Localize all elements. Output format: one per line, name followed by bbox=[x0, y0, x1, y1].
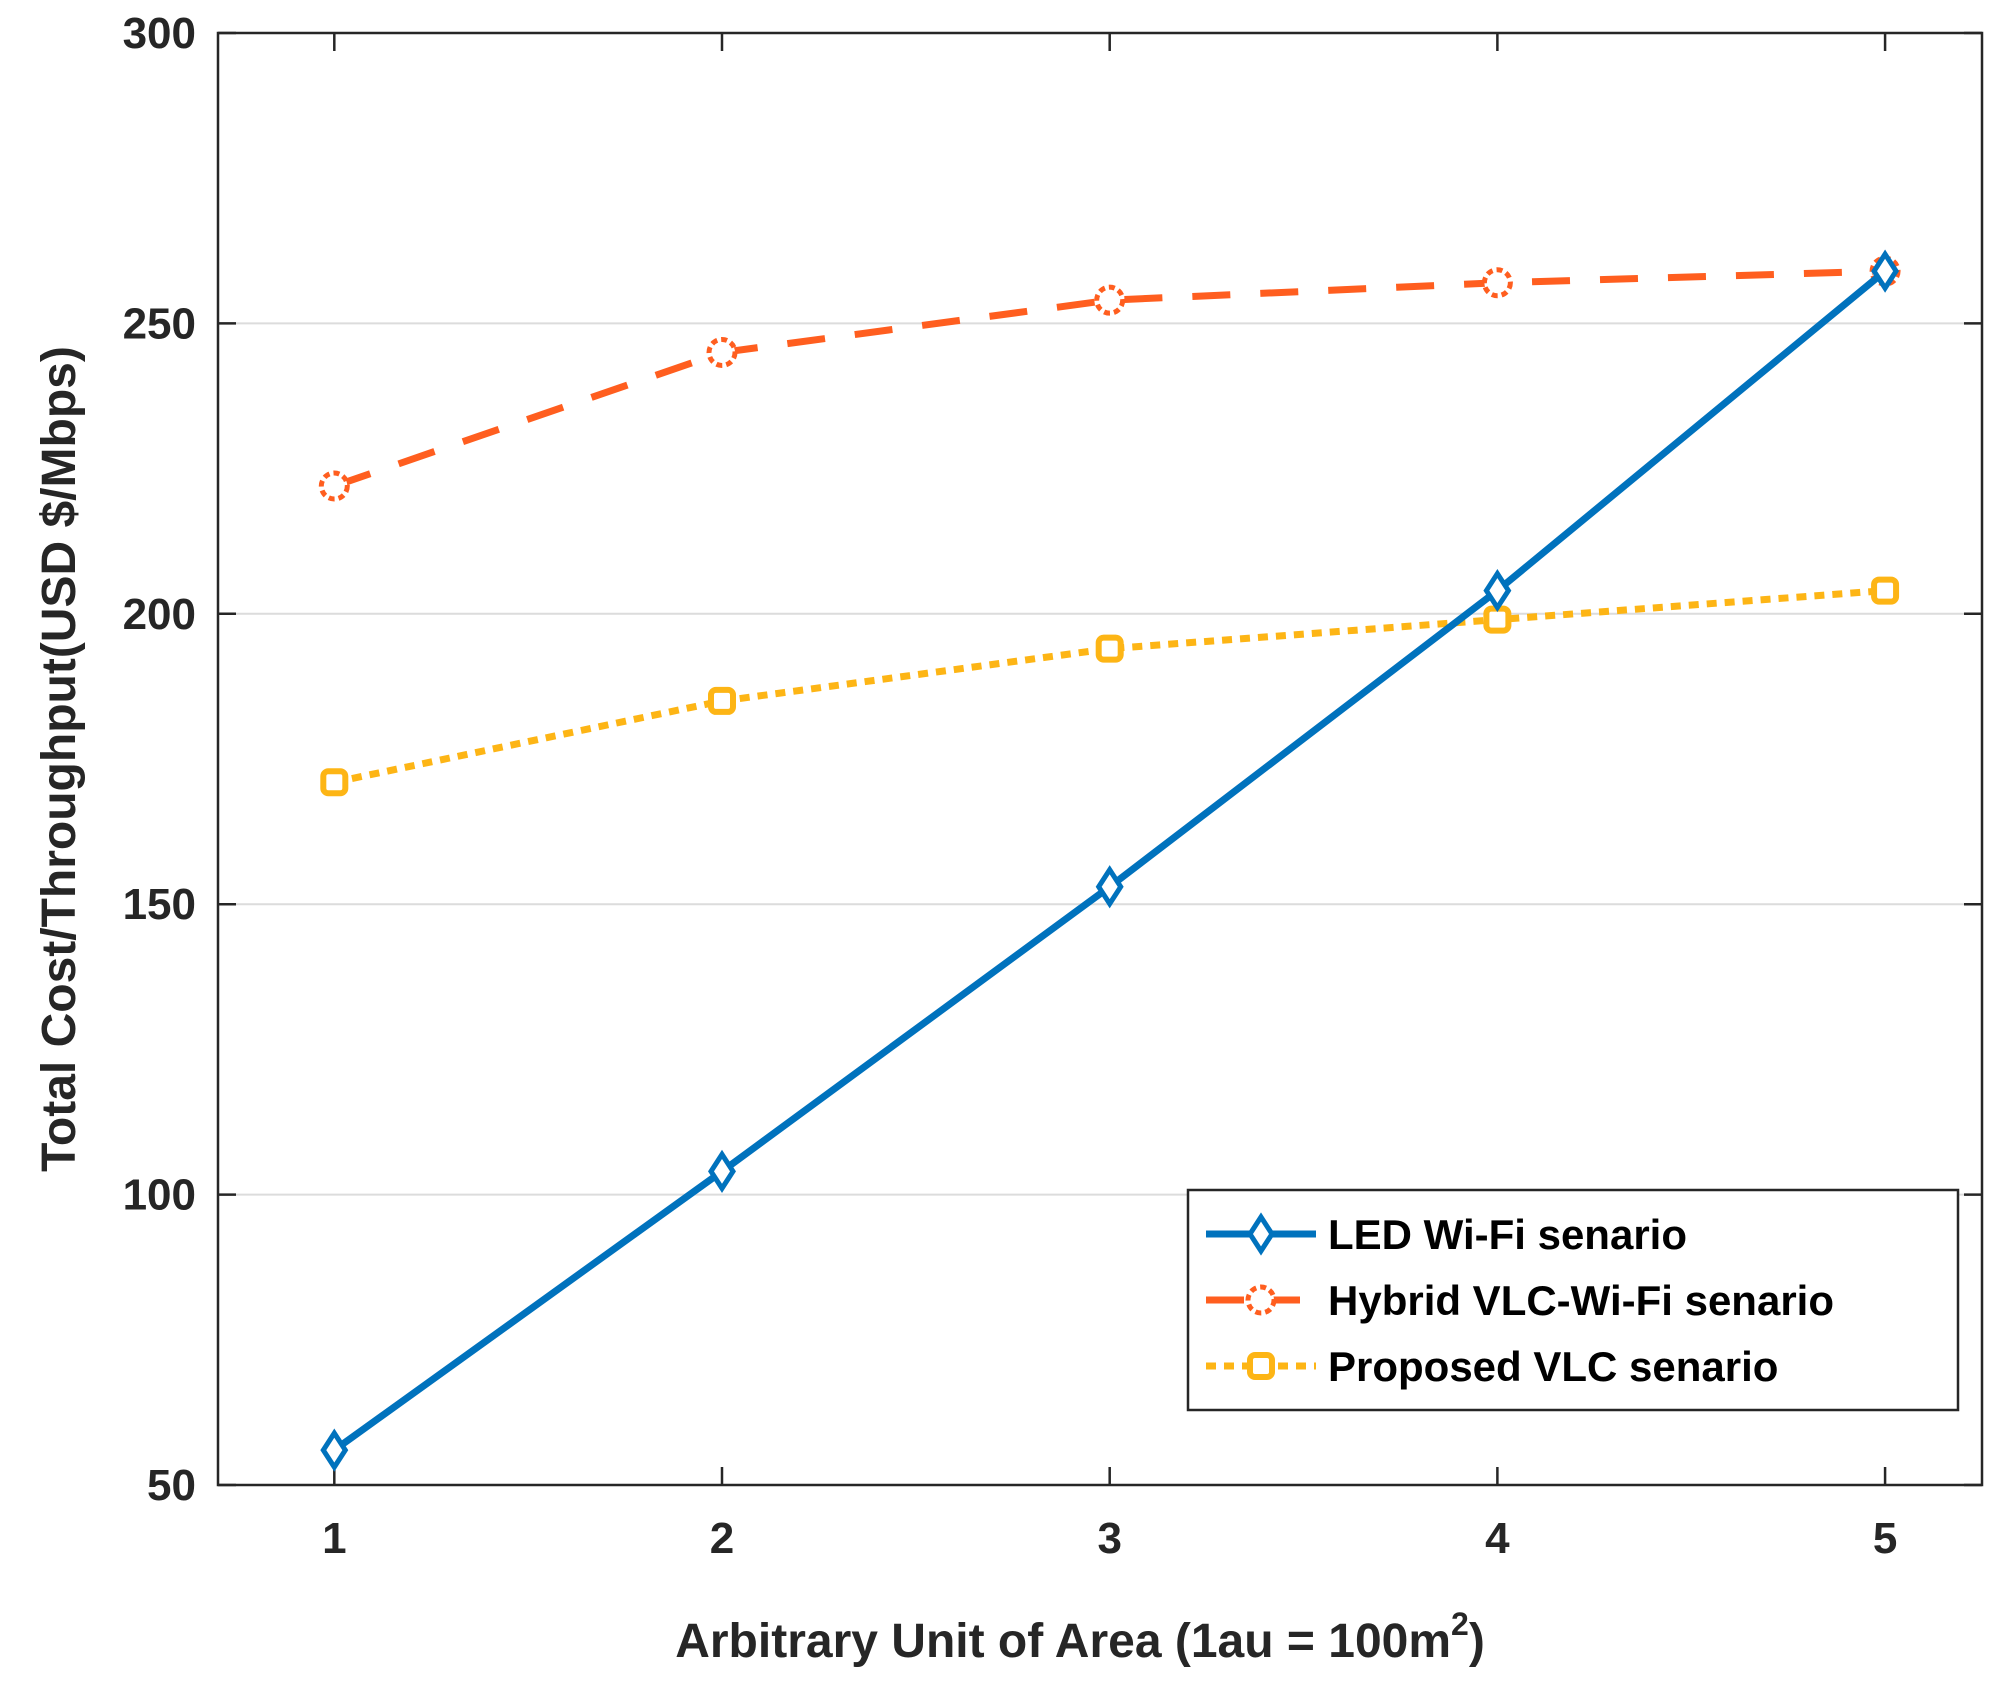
data-point bbox=[1483, 568, 1512, 613]
x-tick-label: 3 bbox=[1097, 1514, 1121, 1563]
legend: LED Wi-Fi senario Hybrid VLC-Wi-Fi senari… bbox=[1186, 1188, 1960, 1412]
data-point bbox=[1871, 576, 1900, 605]
data-point bbox=[320, 768, 349, 797]
series-line bbox=[333, 587, 1886, 786]
data-point bbox=[708, 1149, 736, 1193]
plot-frame bbox=[216, 31, 1984, 1487]
y-tick-label: 300 bbox=[123, 9, 196, 58]
legend-box bbox=[1186, 1188, 1960, 1412]
x-axis-title: Arbitrary Unit of Area (1au = 100m2) bbox=[675, 1606, 1485, 1668]
x-tick-label: 2 bbox=[710, 1514, 734, 1563]
data-point bbox=[1095, 865, 1124, 909]
legend-swatch-marker bbox=[1245, 1284, 1277, 1316]
x-axis-title-tail: ) bbox=[1469, 1615, 1485, 1668]
legend-label: Hybrid VLC-Wi-Fi senario bbox=[1328, 1277, 1834, 1324]
series-layer bbox=[318, 249, 1901, 1472]
series-line bbox=[333, 267, 1886, 490]
data-point bbox=[320, 1428, 349, 1472]
data-point bbox=[1095, 634, 1124, 663]
data-point bbox=[706, 336, 738, 368]
legend-label: Proposed VLC senario bbox=[1328, 1343, 1778, 1390]
x-tick-label: 5 bbox=[1873, 1514, 1897, 1563]
y-tick-label: 150 bbox=[123, 880, 196, 929]
data-point bbox=[1481, 267, 1513, 299]
y-tick-label: 100 bbox=[123, 1171, 196, 1220]
x-tick-label: 4 bbox=[1485, 1514, 1510, 1563]
y-axis-title: Total Cost/Throughput(USD $/Mbps) bbox=[33, 346, 86, 1172]
legend-label: LED Wi-Fi senario bbox=[1328, 1211, 1687, 1258]
data-point bbox=[1871, 249, 1900, 293]
tick-layer: 50 100 150 200 250 300 1 2 3 4 5 bbox=[123, 9, 1982, 1563]
series-led-wi-fi-senario bbox=[320, 249, 1900, 1472]
data-point bbox=[1094, 284, 1126, 316]
data-point bbox=[318, 470, 350, 502]
y-tick-label: 50 bbox=[147, 1461, 196, 1510]
legend-swatch-marker bbox=[1247, 1212, 1275, 1256]
data-point bbox=[708, 686, 736, 715]
x-tick-label: 1 bbox=[322, 1514, 346, 1563]
y-tick-label: 250 bbox=[123, 299, 196, 348]
legend-swatch-marker bbox=[1247, 1352, 1275, 1380]
x-axis-title-main: Arbitrary Unit of Area (1au = 100m bbox=[675, 1615, 1451, 1668]
x-axis-title-superscript: 2 bbox=[1451, 1606, 1469, 1642]
y-tick-label: 200 bbox=[123, 590, 196, 639]
series-proposed-vlc-senario bbox=[320, 576, 1900, 797]
